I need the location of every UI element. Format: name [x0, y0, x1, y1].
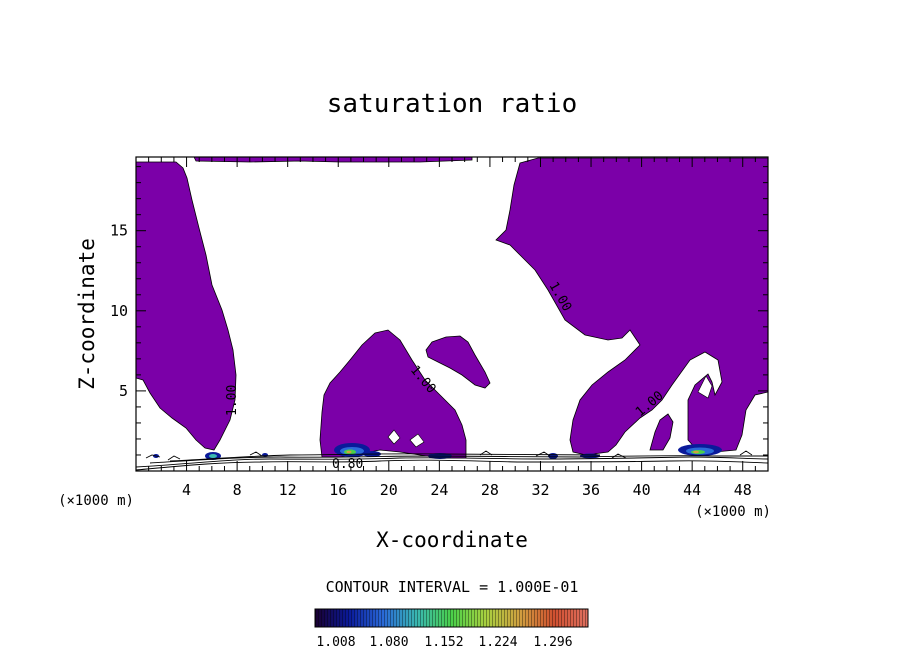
x-tick-label: 32 — [531, 481, 549, 499]
right-small-region — [649, 413, 674, 451]
x-tick-label: 12 — [279, 481, 297, 499]
y-axis-label: Z-coordinate — [75, 238, 99, 390]
colorbar-tick-label: 1.008 — [316, 635, 355, 650]
left-column-region — [136, 161, 237, 451]
y-tick-label: 10 — [110, 302, 128, 320]
colorbar-tick-label: 1.296 — [533, 635, 572, 650]
x-tick-label: 44 — [683, 481, 701, 499]
colorbar-tick-label: 1.152 — [424, 635, 463, 650]
x-tick-label: 24 — [430, 481, 448, 499]
contour-label: 0.80 — [332, 457, 363, 472]
colorbar-labels: 1.008 1.080 1.152 1.224 1.296 — [316, 635, 572, 650]
y-tick-label: 15 — [110, 222, 128, 240]
x-tick-label: 36 — [582, 481, 600, 499]
contour-interval-text: CONTOUR INTERVAL = 1.000E-01 — [326, 578, 579, 596]
x-tick-label: 40 — [633, 481, 651, 499]
top-small-region — [193, 157, 473, 163]
x-tick-label: 48 — [734, 481, 752, 499]
x-unit-label: (×1000 m) — [695, 504, 771, 520]
x-tick-label: 20 — [380, 481, 398, 499]
colorbar-tick-label: 1.224 — [478, 635, 517, 650]
x-tick-label: 4 — [182, 481, 191, 499]
x-tick-labels: 4 8 12 16 20 24 28 32 36 40 44 48 — [182, 481, 752, 499]
y-unit-label: (×1000 m) — [58, 493, 134, 509]
surface-contour-lines — [136, 450, 768, 471]
x-tick-label: 16 — [329, 481, 347, 499]
y-tick-label: 5 — [119, 382, 128, 400]
x-tick-label: 28 — [481, 481, 499, 499]
right-large-region — [495, 157, 768, 456]
colorbar — [314, 608, 589, 628]
contour-label: 1.00 — [225, 385, 240, 416]
contour-fill-regions — [136, 157, 768, 471]
x-axis-label: X-coordinate — [376, 528, 528, 552]
chart-title: saturation ratio — [327, 89, 577, 119]
colorbar-stripes — [315, 609, 588, 627]
y-tick-labels: 5 10 15 — [110, 222, 128, 400]
axis-ticks — [136, 157, 768, 471]
middle-cloud-region — [425, 335, 491, 389]
x-tick-label: 8 — [233, 481, 242, 499]
colorbar-tick-label: 1.080 — [369, 635, 408, 650]
